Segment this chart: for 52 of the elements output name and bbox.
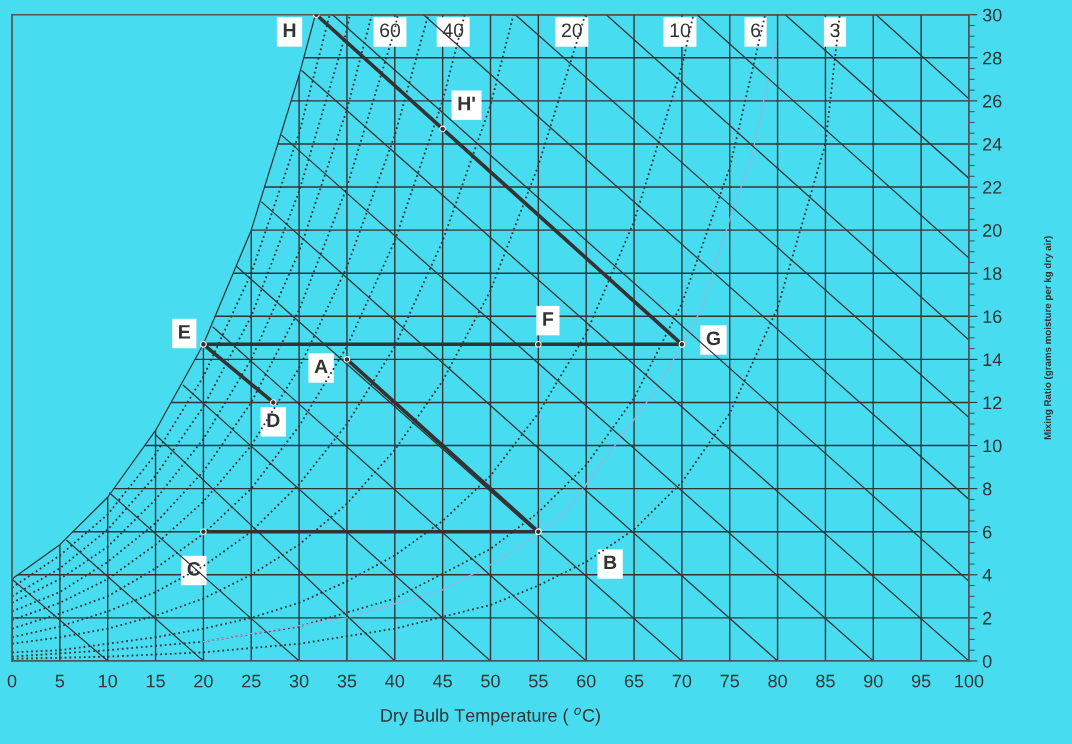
x-tick-label: 70: [672, 674, 692, 688]
x-tick-label: 80: [768, 674, 787, 688]
y-tick-label: 10: [983, 439, 1002, 453]
annotation: 6: [751, 23, 761, 38]
annotation: H': [458, 96, 475, 111]
x-tick-label: 40: [385, 674, 405, 688]
x-tick-label: 20: [194, 674, 213, 688]
annotation: A: [314, 359, 328, 374]
annotation: B: [604, 555, 617, 570]
y-tick-label: 28: [983, 51, 1002, 65]
x-tick-label: 10: [99, 674, 118, 688]
y-tick-label: 14: [983, 353, 1002, 366]
annotation: E: [179, 325, 190, 339]
x-tick-label: 35: [337, 674, 357, 688]
y-tick-label: 0: [982, 654, 992, 668]
y-tick-label: 6: [983, 525, 992, 539]
x-tick-label: 85: [816, 674, 835, 688]
x-tick-label: 75: [720, 674, 740, 688]
y-tick-label: 2: [983, 611, 992, 625]
annotation: 60: [380, 23, 401, 38]
x-tick-label: 50: [481, 674, 500, 688]
y-axis-title: Mixing Ratio (grams moisture per kg dry air): [1043, 236, 1054, 440]
y-tick-label: 20: [983, 224, 1002, 237]
x-tick-label: 90: [864, 674, 883, 688]
x-axis-title: Dry Bulb Temperature ( $^{o}$C): [381, 707, 600, 726]
x-tick-label: 65: [624, 674, 644, 688]
x-tick-label: 5: [55, 674, 65, 688]
y-tick-label: 8: [982, 482, 992, 496]
y-tick-label: 24: [983, 137, 1002, 151]
annotation: F: [543, 312, 554, 326]
x-tick-label: 45: [433, 674, 452, 688]
annotation: 10: [670, 23, 691, 38]
x-tick-label: 100: [955, 674, 984, 688]
y-tick-label: 4: [982, 568, 992, 582]
annotation: D: [267, 413, 280, 427]
y-tick-label: 18: [983, 267, 1002, 280]
annotation: 20: [562, 23, 582, 38]
y-tick-label: 22: [983, 181, 1002, 194]
x-tick-label: 95: [911, 674, 931, 688]
y-tick-label: 30: [982, 8, 1002, 22]
annotation: G: [706, 331, 720, 346]
y-tick-label: 12: [983, 396, 1002, 410]
y-tick-label: 26: [983, 94, 1002, 108]
x-tick-label: 55: [529, 674, 548, 688]
x-tick-label: 25: [242, 674, 261, 688]
x-tick-label: 0: [7, 674, 17, 688]
x-tick-label: 30: [289, 674, 309, 688]
x-tick-label: 15: [146, 674, 165, 688]
y-tick-label: 16: [983, 310, 1002, 324]
annotation: 40: [442, 23, 464, 38]
x-tick-label: 60: [577, 674, 596, 688]
annotation: H: [283, 23, 296, 37]
